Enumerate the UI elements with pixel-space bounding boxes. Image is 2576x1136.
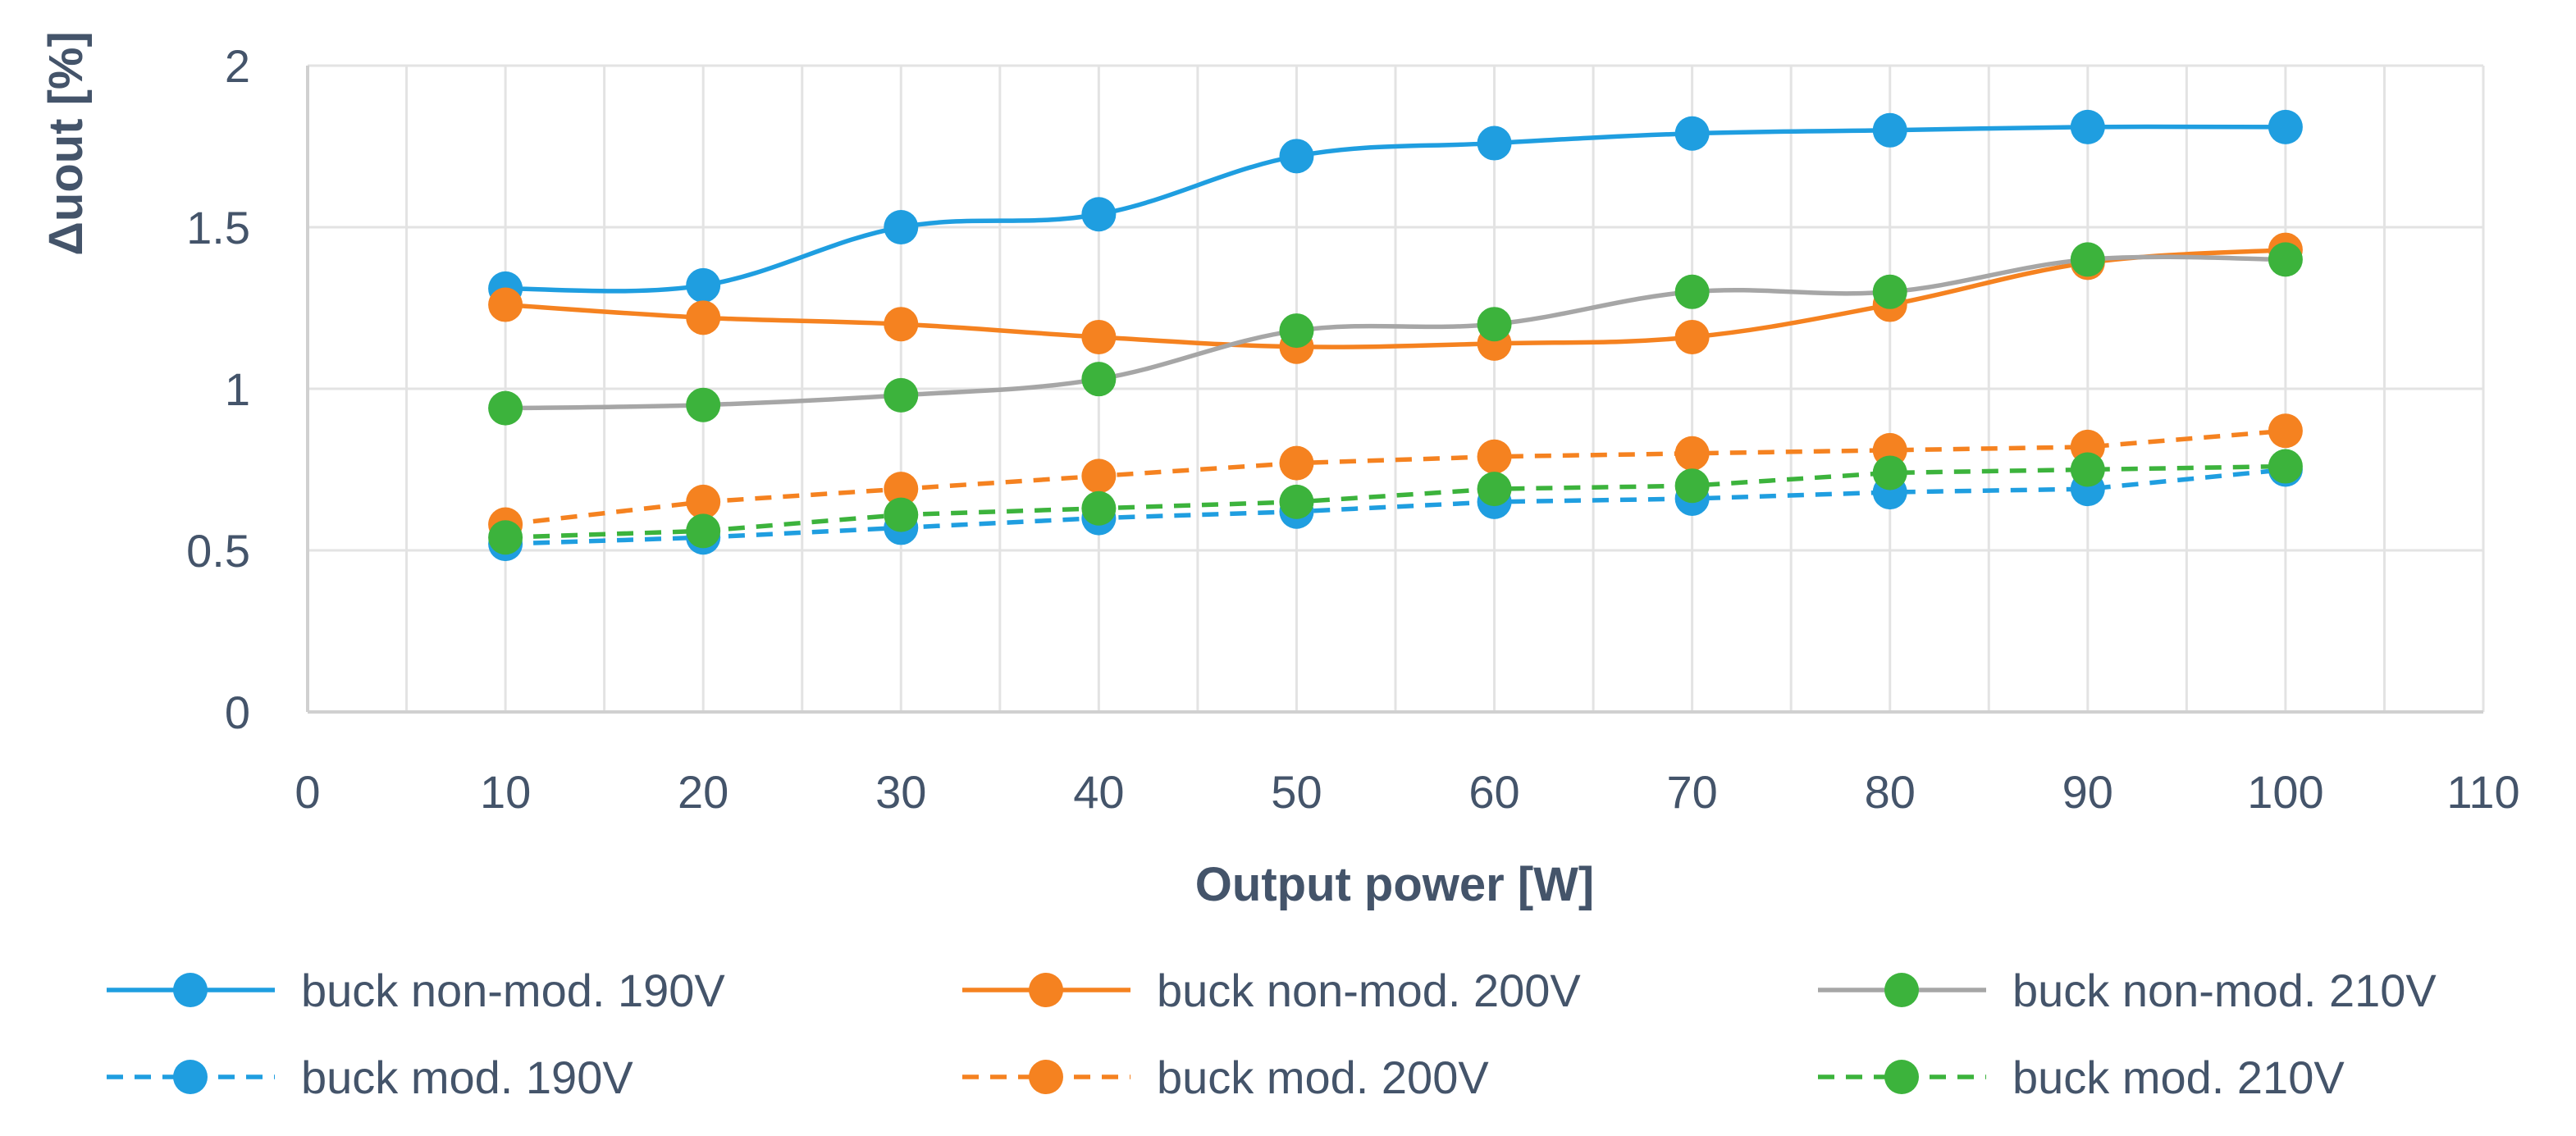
data-point (884, 377, 919, 413)
x-axis-title: Output power [W] (1195, 858, 1594, 911)
data-point (1477, 439, 1512, 474)
data-point (1477, 125, 1512, 161)
series-line (505, 124, 2286, 294)
data-point (686, 267, 721, 303)
data-point (2268, 449, 2303, 484)
data-point (1674, 274, 1710, 309)
legend-item-buck-mod-190v: buck mod. 190V (107, 1052, 633, 1103)
axes (306, 66, 2483, 714)
x-tick-label: 20 (678, 766, 728, 818)
legend-item-buck-mod-210v: buck mod. 210V (1818, 1052, 2345, 1103)
data-point (2070, 452, 2105, 487)
data-point (488, 390, 523, 426)
legend-swatch-marker (1884, 1060, 1919, 1094)
legend-swatch-marker (1029, 1060, 1063, 1094)
data-point (1477, 307, 1512, 342)
data-point (1279, 445, 1314, 481)
series-line (505, 467, 2286, 546)
data-point (2268, 109, 2303, 144)
legend-label: buck non-mod. 190V (301, 965, 725, 1016)
data-point (686, 300, 721, 335)
y-tick-label: 1.5 (186, 202, 250, 253)
series-buck-non-mod-190v (488, 109, 2303, 306)
x-tick-label: 0 (295, 766, 320, 818)
legend: buck non-mod. 190V buck non-mod. 200V buck… (107, 965, 2437, 1103)
data-point (884, 497, 919, 532)
series-line (505, 254, 2286, 411)
legend-item-buck-non-mod-210v: buck non-mod. 210V (1818, 965, 2437, 1016)
x-tick-label: 80 (1865, 766, 1916, 818)
data-point (2070, 242, 2105, 277)
data-point (1872, 455, 1907, 490)
legend-swatch-marker (1884, 973, 1919, 1007)
data-point (2268, 242, 2303, 277)
x-tick-label: 70 (1666, 766, 1717, 818)
x-tick-labels: 0 10 20 30 40 50 60 70 80 90 100 110 (295, 766, 2519, 818)
data-point (686, 484, 721, 519)
legend-item-buck-non-mod-190v: buck non-mod. 190V (107, 965, 725, 1016)
legend-label: buck mod. 200V (1157, 1052, 1489, 1103)
data-point (1674, 116, 1710, 151)
data-point (1081, 490, 1117, 526)
data-point (686, 387, 721, 422)
legend-label: buck mod. 190V (301, 1052, 633, 1103)
x-tick-label: 10 (480, 766, 531, 818)
y-tick-label: 1 (225, 363, 250, 415)
y-tick-label: 2 (225, 40, 250, 92)
data-point (488, 287, 523, 322)
legend-item-buck-mod-200v: buck mod. 200V (962, 1052, 1489, 1103)
data-point (1081, 319, 1117, 354)
data-point (2268, 413, 2303, 449)
data-point (884, 210, 919, 244)
series-line (505, 428, 2286, 527)
data-point (1081, 197, 1117, 232)
x-tick-label: 100 (2247, 766, 2323, 818)
data-point (1674, 319, 1710, 354)
data-point (1279, 484, 1314, 519)
data-point (1872, 274, 1907, 309)
grid (308, 64, 2485, 712)
data-point (1279, 313, 1314, 349)
series-buck-non-mod-210v (488, 242, 2303, 426)
data-point (1872, 112, 1907, 148)
data-point (884, 472, 919, 507)
x-tick-label: 110 (2446, 766, 2519, 818)
data-point (1081, 362, 1117, 397)
data-point (686, 513, 721, 549)
x-tick-label: 90 (2062, 766, 2113, 818)
legend-swatch-marker (1029, 973, 1063, 1007)
data-point (1477, 472, 1512, 507)
legend-swatch-marker (173, 973, 208, 1007)
legend-swatch-marker (173, 1060, 208, 1094)
x-tick-label: 30 (875, 766, 926, 818)
y-tick-labels: 0 0.5 1 1.5 2 (186, 40, 250, 738)
legend-item-buck-non-mod-200v: buck non-mod. 200V (962, 965, 1581, 1016)
data-point (1674, 468, 1710, 504)
legend-label: buck non-mod. 200V (1157, 965, 1581, 1016)
series-line (505, 247, 2286, 349)
series-group (488, 109, 2303, 562)
series-buck-mod-210v (488, 449, 2303, 555)
series-line (505, 463, 2286, 540)
y-tick-label: 0.5 (186, 525, 250, 577)
y-axis-title: Δuout [%] (39, 31, 93, 256)
data-point (884, 307, 919, 342)
data-point (2070, 109, 2105, 144)
legend-label: buck non-mod. 210V (2012, 965, 2437, 1016)
legend-label: buck mod. 210V (2012, 1052, 2345, 1103)
data-point (1081, 459, 1117, 494)
data-point (1279, 139, 1314, 174)
x-tick-label: 60 (1468, 766, 1519, 818)
y-tick-label: 0 (225, 687, 250, 738)
data-point (488, 520, 523, 555)
data-point (1674, 436, 1710, 471)
x-tick-label: 50 (1271, 766, 1322, 818)
x-tick-label: 40 (1073, 766, 1124, 818)
